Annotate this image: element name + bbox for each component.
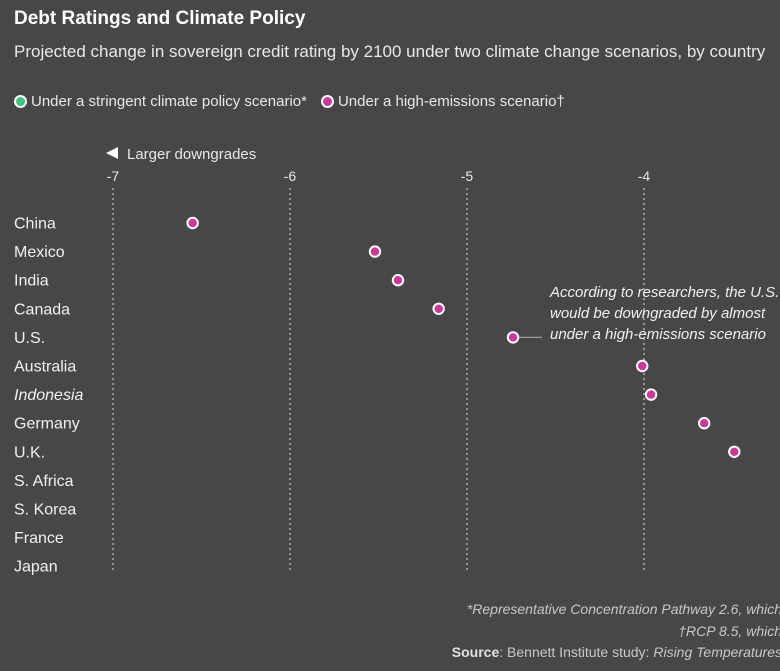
category-label: U.K. bbox=[14, 444, 45, 461]
legend-item-high-emissions: Under a high-emissions scenario† bbox=[320, 93, 565, 110]
category-label: China bbox=[14, 216, 56, 233]
chart-title: Debt Ratings and Climate Policy bbox=[14, 8, 306, 29]
data-point bbox=[186, 216, 199, 230]
data-point bbox=[697, 417, 711, 430]
category-label: France bbox=[14, 530, 64, 547]
source-title: Rising Temperatures bbox=[653, 644, 780, 660]
category-label: Japan bbox=[14, 559, 58, 576]
category-label: Mexico bbox=[14, 244, 65, 261]
annotation-text: According to researchers, the U.S. bbox=[549, 284, 779, 301]
source-label: Source bbox=[451, 644, 500, 660]
category-label: Indonesia bbox=[14, 387, 83, 404]
data-point bbox=[432, 302, 445, 315]
legend-item-stringent: Under a stringent climate policy scenari… bbox=[14, 93, 307, 110]
data-point bbox=[644, 388, 658, 401]
source-text: : Bennett Institute study: bbox=[499, 644, 654, 660]
dot-plot-chart: Larger downgrades -7 -6 -5 -4 China Mexico Indi… bbox=[14, 146, 779, 576]
annotation-text: under a high-emissions scenario bbox=[550, 326, 766, 343]
source-line: Source: Bennett Institute study: Rising … bbox=[452, 644, 780, 660]
data-point bbox=[391, 274, 405, 287]
legend-label-high-emissions: Under a high-emissions scenario† bbox=[337, 93, 565, 110]
category-label: India bbox=[14, 273, 49, 290]
category-label: Germany bbox=[14, 416, 80, 433]
category-label: Canada bbox=[14, 301, 70, 318]
category-label: S. Africa bbox=[14, 473, 74, 490]
x-tick-label: -7 bbox=[107, 168, 120, 184]
x-tick-label: -6 bbox=[284, 168, 297, 184]
legend: Under a stringent climate policy scenari… bbox=[14, 93, 579, 110]
footnote-rcp85: †RCP 8.5, which bbox=[678, 623, 780, 639]
data-point bbox=[506, 331, 520, 344]
annotation-text: would be downgraded by almost bbox=[550, 305, 766, 322]
chart-subtitle: Projected change in sovereign credit rat… bbox=[14, 42, 766, 61]
larger-downgrades-arrow-icon bbox=[106, 147, 118, 159]
x-tick-label: -4 bbox=[638, 168, 651, 184]
footnote-rcp26: *Representative Concentration Pathway 2.… bbox=[466, 601, 780, 617]
category-label: Australia bbox=[14, 359, 76, 376]
data-point bbox=[368, 245, 382, 258]
legend-green-dot-icon bbox=[14, 95, 27, 108]
legend-pink-dot-icon bbox=[320, 95, 334, 108]
category-label: S. Korea bbox=[14, 502, 76, 519]
category-label: U.S. bbox=[14, 330, 45, 347]
axis-note-larger-downgrades: Larger downgrades bbox=[127, 146, 256, 163]
legend-label-stringent: Under a stringent climate policy scenari… bbox=[31, 93, 307, 110]
data-point bbox=[728, 445, 741, 458]
x-tick-label: -5 bbox=[461, 168, 474, 184]
data-point bbox=[636, 359, 649, 373]
